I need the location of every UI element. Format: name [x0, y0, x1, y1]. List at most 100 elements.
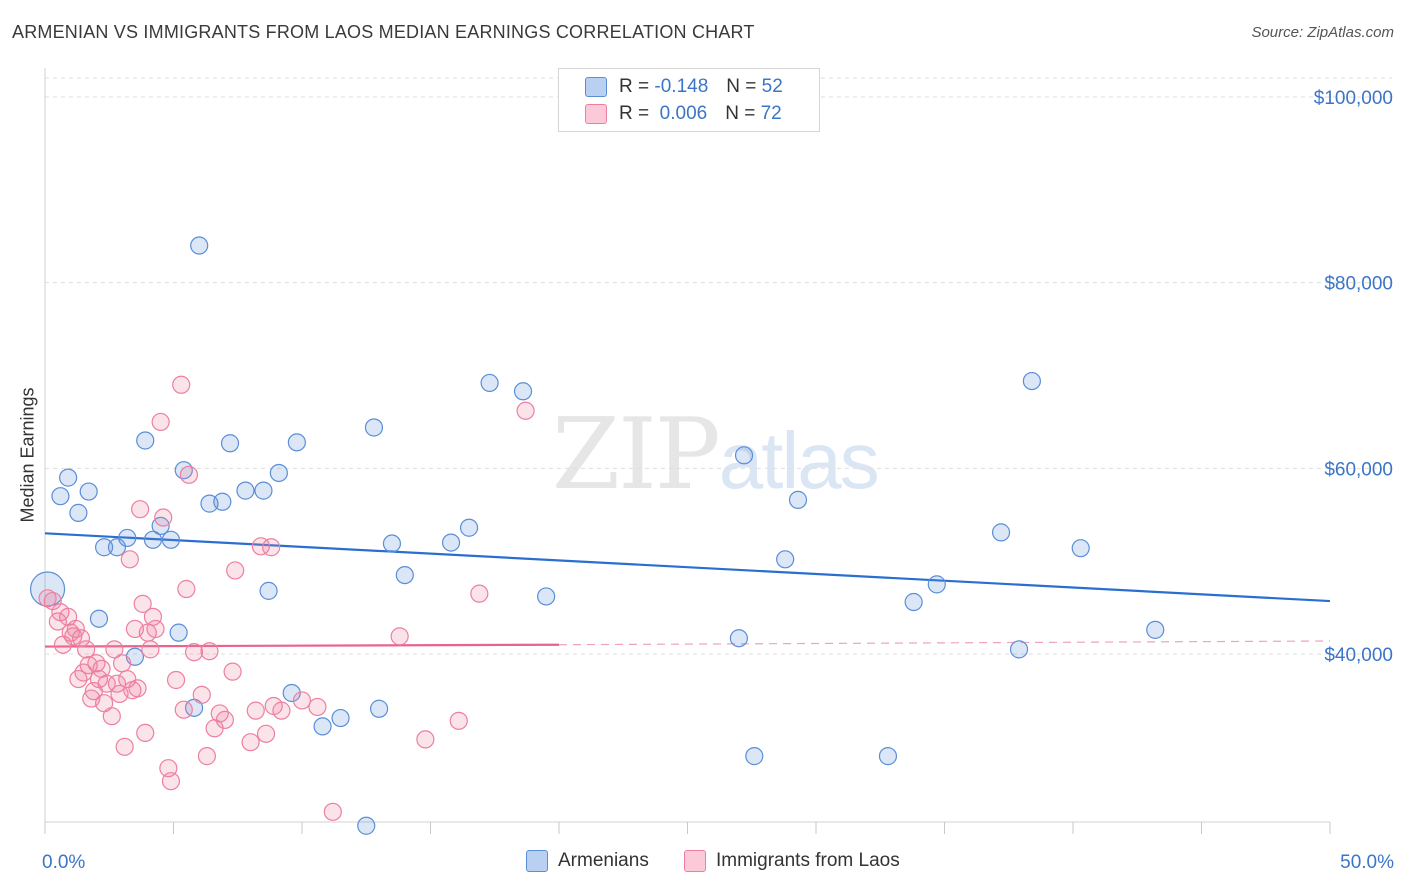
armenians-swatch	[585, 77, 607, 97]
point-laos	[102, 707, 121, 726]
watermark: ZIPatlas	[552, 398, 880, 512]
point-laos	[105, 640, 124, 659]
point-armenians	[287, 433, 306, 452]
trend-line	[44, 643, 560, 648]
point-armenians	[729, 629, 749, 648]
point-armenians	[991, 523, 1011, 542]
point-laos	[154, 508, 173, 527]
n-value: 72	[760, 103, 782, 124]
point-laos	[197, 747, 217, 766]
laos-swatch	[585, 104, 607, 124]
point-laos	[38, 589, 57, 608]
point-armenians	[59, 468, 78, 487]
point-laos	[87, 654, 106, 673]
r-label: R =	[619, 103, 650, 124]
legend-label-armenians: Armenians	[558, 850, 649, 871]
y-tick-label: $40,000	[1324, 645, 1393, 666]
point-armenians	[364, 418, 384, 437]
point-armenians	[537, 587, 556, 606]
point-armenians	[143, 530, 163, 549]
point-laos	[128, 679, 147, 698]
point-laos	[449, 711, 468, 730]
point-armenians	[236, 481, 255, 500]
point-laos	[516, 401, 535, 420]
point-laos	[308, 697, 327, 717]
trend-lines	[44, 532, 1331, 648]
point-armenians	[220, 434, 240, 453]
r-label: R =	[619, 76, 650, 97]
y-tick-label: $80,000	[1324, 274, 1393, 295]
point-laos	[120, 550, 139, 569]
point-armenians	[776, 550, 795, 569]
point-armenians	[927, 575, 946, 594]
point-laos	[77, 640, 96, 659]
y-tick-label: $60,000	[1324, 459, 1393, 480]
point-armenians	[382, 534, 402, 553]
point-armenians	[89, 609, 109, 628]
armenians-legend-swatch	[526, 850, 548, 872]
point-laos	[174, 700, 193, 719]
legend-label-laos: Immigrants from Laos	[716, 850, 900, 871]
watermark-atlas: atlas	[718, 416, 880, 505]
source-credit: Source: ZipAtlas.com	[1251, 24, 1394, 41]
point-laos	[292, 691, 312, 710]
point-armenians	[395, 565, 414, 585]
point-armenians	[331, 708, 350, 728]
point-laos	[200, 642, 219, 661]
point-laos	[246, 701, 265, 720]
point-laos	[71, 629, 91, 648]
point-armenians	[441, 533, 461, 552]
point-armenians	[269, 463, 288, 483]
point-laos	[133, 594, 152, 613]
point-laos	[226, 561, 245, 580]
point-laos	[66, 619, 85, 639]
x-axis-start-label: 0.0%	[42, 852, 86, 873]
point-armenians	[79, 482, 98, 501]
point-laos	[241, 733, 260, 752]
point-laos	[192, 685, 211, 704]
point-armenians	[254, 481, 273, 500]
point-armenians	[313, 717, 332, 736]
point-armenians	[878, 747, 898, 766]
trend-line	[44, 532, 1331, 603]
point-armenians	[282, 683, 301, 703]
point-laos	[112, 654, 132, 673]
point-armenians	[480, 373, 499, 393]
point-armenians	[161, 530, 181, 549]
point-laos	[470, 584, 489, 603]
point-laos	[205, 719, 224, 738]
point-laos	[136, 723, 155, 743]
legend-item-laos[interactable]: Immigrants from Laos	[684, 850, 900, 872]
chart-title: ARMENIAN VS IMMIGRANTS FROM LAOS MEDIAN …	[12, 22, 755, 42]
point-laos	[262, 538, 281, 557]
point-armenians	[118, 528, 137, 548]
point-laos	[146, 619, 165, 639]
point-laos	[416, 730, 435, 749]
point-laos	[323, 802, 342, 821]
data-points	[29, 236, 1165, 835]
point-armenians	[213, 492, 232, 511]
point-laos	[118, 669, 137, 689]
point-laos	[97, 674, 116, 693]
n-label: N =	[725, 103, 756, 124]
point-laos	[272, 701, 291, 720]
point-armenians	[51, 487, 70, 506]
point-armenians	[513, 382, 533, 401]
point-armenians	[190, 236, 209, 255]
point-armenians	[745, 747, 764, 766]
legend-item-armenians[interactable]: Armenians	[526, 850, 649, 872]
trend-line-dashed	[558, 640, 1331, 646]
point-armenians	[69, 503, 88, 522]
n-value: 52	[761, 76, 783, 97]
correlation-legend: R = -0.148 N = 52 R = 0.006 N = 72	[558, 68, 820, 132]
point-laos	[172, 375, 191, 394]
tick-labels: $40,000 $60,000 $80,000 $100,000	[1314, 88, 1393, 666]
r-value: -0.148	[654, 76, 709, 97]
point-armenians	[1009, 640, 1029, 659]
n-label: N =	[726, 76, 757, 97]
point-armenians	[357, 816, 376, 835]
point-laos	[177, 579, 196, 599]
point-laos	[223, 662, 242, 681]
r-value: 0.006	[659, 103, 708, 124]
